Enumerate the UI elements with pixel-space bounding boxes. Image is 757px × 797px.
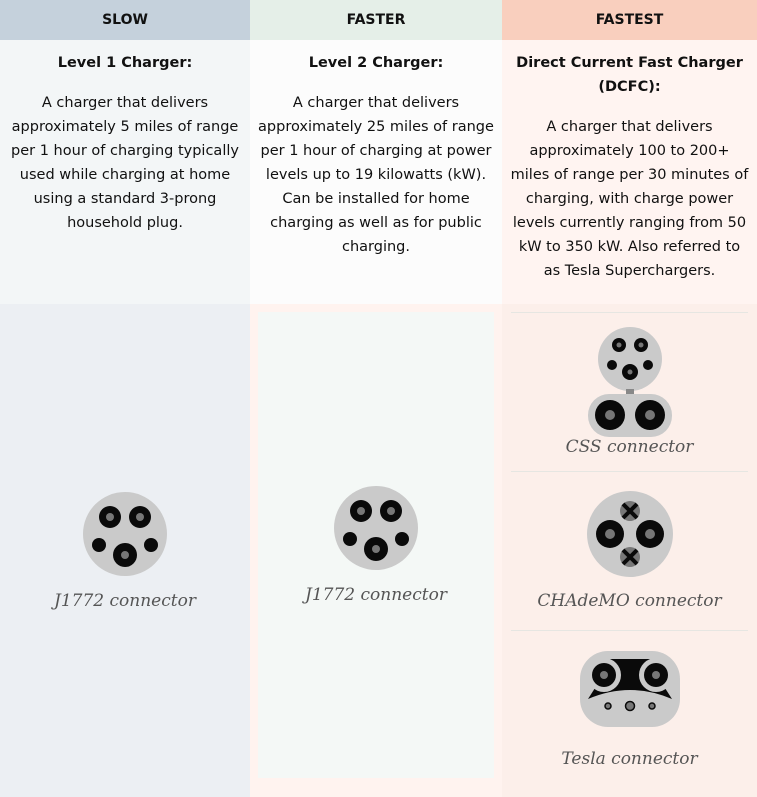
level2-title: Level 2 Charger: [308,55,444,71]
fastest-connector-cell: CSS connector CHAdeMO connector [502,304,757,797]
tesla-connector-item: Tesla connector [511,630,748,789]
faster-connector-cell: J1772 connector [250,304,502,797]
level1-title: Level 1 Charger: [57,55,193,71]
ccs-connector-item: CSS connector [511,312,748,471]
faster-connector-panel: J1772 connector [258,312,494,778]
level2-description: A charger that delivers approximately 25… [258,95,494,255]
connector-label: J1772 connector [305,585,447,605]
level1-description: A charger that delivers approximately 5 … [11,95,239,231]
fastest-description-cell: Direct Current Fast Charger (DCFC): A ch… [502,40,757,304]
dcfc-description: A charger that delivers approximately 10… [510,119,749,279]
chademo-connector-item: CHAdeMO connector [511,471,748,630]
slow-description-cell: Level 1 Charger: A charger that delivers… [0,40,250,304]
header-fastest: FASTEST [502,0,757,40]
header-slow: SLOW [0,0,250,40]
ccs-connector-icon [587,327,672,437]
chademo-connector-icon [586,491,673,577]
connector-label: J1772 connector [54,590,196,611]
dcfc-title: Direct Current Fast Charger (DCFC): [516,55,743,95]
connector-label: CSS connector [565,437,694,457]
j1772-connector-icon [334,486,418,570]
faster-description-cell: Level 2 Charger: A charger that delivers… [250,40,502,304]
j1772-connector-icon [83,491,167,576]
slow-connector-cell: J1772 connector [0,304,250,797]
connector-label: CHAdeMO connector [537,591,722,611]
tesla-connector-icon [579,651,680,727]
header-faster: FASTER [250,0,502,40]
connector-label: Tesla connector [561,749,698,769]
